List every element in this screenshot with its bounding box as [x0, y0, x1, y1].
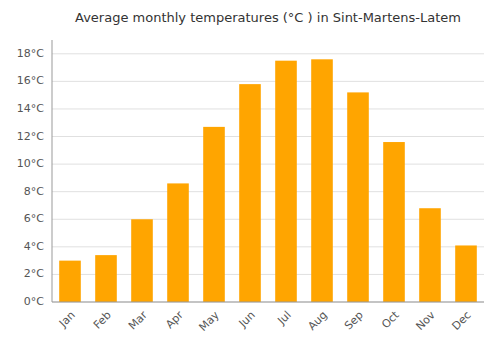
- bar: [95, 255, 117, 302]
- grid-line: [52, 302, 484, 303]
- chart-title: Average monthly temperatures (°C ) in Si…: [75, 10, 461, 25]
- x-tick-label: Sep: [342, 309, 366, 333]
- bar: [239, 84, 261, 302]
- x-tick-label: Feb: [91, 309, 114, 332]
- grid-line: [52, 81, 484, 82]
- bar: [167, 183, 189, 302]
- x-tick-label: Jan: [56, 309, 78, 331]
- y-tick-label: 2°C: [24, 267, 44, 280]
- bar: [311, 59, 333, 302]
- y-tick-label: 12°C: [17, 130, 44, 143]
- grid-line: [52, 108, 484, 109]
- y-tick-label: 0°C: [24, 295, 44, 308]
- grid-line: [52, 53, 484, 54]
- x-tick-label: Oct: [379, 308, 402, 331]
- bar: [383, 142, 405, 302]
- y-tick-label: 8°C: [24, 185, 44, 198]
- bar: [59, 261, 81, 302]
- y-tick-label: 4°C: [24, 240, 44, 253]
- y-tick-label: 16°C: [17, 74, 44, 87]
- bar: [455, 245, 477, 302]
- x-axis-line: [52, 302, 484, 303]
- x-tick-label: Apr: [163, 308, 186, 331]
- y-tick-label: 18°C: [17, 47, 44, 60]
- chart-container: Average monthly temperatures (°C ) in Si…: [0, 0, 500, 350]
- bar: [203, 127, 225, 302]
- bar: [419, 208, 441, 302]
- y-axis-line: [52, 40, 53, 302]
- x-tick-labels: Jan Feb Mar Apr May Jun Jul Aug Sep Oct Nov Dec: [56, 308, 474, 334]
- chart-svg: Average monthly temperatures (°C ) in Si…: [0, 0, 500, 350]
- x-tick-label: Mar: [126, 308, 150, 332]
- x-tick-label: Nov: [413, 308, 438, 333]
- x-tick-label: Aug: [305, 309, 329, 333]
- bar: [347, 92, 369, 302]
- y-tick-label: 14°C: [17, 102, 44, 115]
- bars: [59, 59, 477, 302]
- y-tick-labels: 0°C 2°C 4°C 6°C 8°C 10°C 12°C 14°C 16°C 18°C: [17, 47, 44, 308]
- grid-line: [52, 164, 484, 165]
- x-tick-label: May: [196, 308, 222, 334]
- bar: [131, 219, 153, 302]
- x-tick-label: Jun: [236, 309, 258, 331]
- y-grid: [52, 54, 484, 302]
- grid-line: [52, 136, 484, 137]
- y-tick-label: 6°C: [24, 212, 44, 225]
- y-tick-label: 10°C: [17, 157, 44, 170]
- x-tick-label: Jul: [274, 309, 293, 328]
- x-tick-label: Dec: [450, 309, 474, 333]
- bar: [275, 61, 297, 302]
- grid-line: [52, 191, 484, 192]
